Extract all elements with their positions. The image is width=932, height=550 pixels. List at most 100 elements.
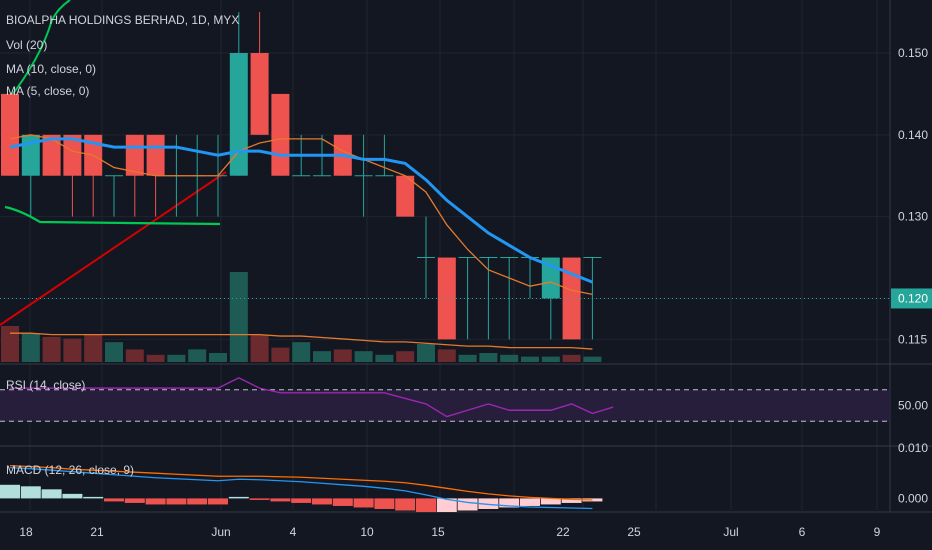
volume-bar — [313, 351, 331, 362]
macd-panel — [0, 464, 603, 513]
macd-histogram-bar — [166, 498, 187, 505]
macd-histogram-bar — [228, 496, 249, 499]
macd-histogram-bar — [478, 498, 499, 509]
ma5-label: MA (5, close, 0) — [6, 84, 89, 98]
macd-histogram-bar — [0, 484, 20, 499]
volume-bar — [583, 356, 602, 362]
volume-bar — [375, 354, 394, 362]
green-curve — [7, 0, 71, 101]
last-price-label: 0.120 — [898, 291, 928, 305]
rsi-line — [10, 377, 614, 418]
moving-averages — [0, 134, 890, 299]
macd-histogram-bar — [374, 498, 395, 509]
macd-histogram-bar — [436, 498, 457, 513]
axes: 0.1500.1400.1300.1200.1150.12050.000.010… — [19, 46, 932, 539]
rsi-tick-label: 50.00 — [898, 399, 928, 413]
last-price-badge — [891, 288, 932, 309]
ma5-line — [9, 134, 593, 296]
x-tick-label: Jul — [723, 525, 738, 539]
candle-body — [396, 175, 415, 217]
volume-bar — [1, 326, 19, 362]
grid — [0, 0, 932, 513]
macd-histogram-bar — [291, 498, 312, 503]
vol-label: Vol (20) — [6, 38, 47, 52]
macd-tick-label: 0.010 — [898, 441, 928, 455]
volume-bar — [396, 351, 415, 362]
volume-bar — [417, 344, 435, 362]
macd-histogram-bar — [208, 498, 228, 505]
macd-histogram-bar — [457, 498, 478, 511]
volume-bar — [125, 349, 144, 362]
macd-histogram-bar — [540, 498, 561, 505]
candle-body — [562, 257, 581, 340]
macd-histogram-bar — [104, 498, 124, 502]
volume-bar — [63, 338, 82, 362]
volume-bar — [292, 342, 311, 362]
macd-histogram-bar — [62, 493, 83, 499]
macd-histogram-bar — [499, 498, 520, 508]
volume-bar — [354, 351, 373, 362]
trendline — [0, 171, 227, 326]
x-tick-label: 6 — [799, 525, 806, 539]
volume-bar — [209, 353, 227, 362]
volume-bar — [541, 356, 560, 362]
volume-bar — [188, 349, 207, 362]
rsi-panel — [0, 377, 890, 422]
rsi-label: RSI (14, close) — [6, 378, 85, 392]
candle-body — [63, 134, 82, 176]
candle-body — [437, 257, 456, 340]
macd-histogram-bar — [520, 498, 540, 506]
volume-bar — [500, 354, 519, 362]
volume-bar — [458, 354, 477, 362]
macd-histogram-bar — [332, 498, 353, 506]
x-tick-label: 25 — [627, 525, 641, 539]
volume-bar — [437, 349, 456, 362]
macd-histogram-bar — [270, 498, 291, 502]
macd-histogram-bar — [20, 486, 41, 499]
volume-bar — [250, 335, 269, 362]
ma10-label: MA (10, close, 0) — [6, 62, 96, 76]
macd-histogram-bar — [395, 498, 416, 511]
rsi-band — [0, 389, 890, 422]
green-level-line — [4, 205, 221, 226]
price-tick-label: 0.140 — [898, 128, 928, 142]
macd-histogram-bar — [249, 498, 270, 500]
volume-bar — [562, 354, 581, 362]
candle-body — [1, 93, 19, 176]
volume-bar — [167, 354, 186, 362]
x-tick-label: 10 — [360, 525, 374, 539]
volume-bar — [21, 333, 40, 362]
volume-bar — [521, 356, 539, 362]
candle-body — [250, 53, 269, 135]
chart-title: BIOALPHA HOLDINGS BERHAD, 1D, MYX — [6, 13, 239, 27]
x-tick-label: 9 — [874, 525, 881, 539]
macd-histogram-bar — [561, 498, 582, 503]
x-tick-label: Jun — [211, 525, 230, 539]
candle-body — [146, 134, 165, 176]
volume-bar — [229, 272, 248, 362]
ma10-line — [9, 137, 593, 284]
macd-histogram-bar — [83, 496, 104, 499]
macd-histogram-bar — [187, 498, 208, 505]
macd-signal-line — [9, 464, 593, 501]
x-tick-label: 18 — [19, 525, 33, 539]
volume-panel — [1, 272, 602, 362]
trendlines — [0, 0, 227, 326]
price-tick-label: 0.115 — [898, 332, 927, 346]
x-tick-label: 15 — [431, 525, 445, 539]
macd-histogram-bar — [41, 489, 62, 499]
macd-line — [9, 467, 593, 510]
volume-ma-line — [10, 332, 593, 350]
macd-histogram-bar — [353, 498, 374, 508]
x-tick-label: 21 — [90, 525, 104, 539]
volume-bar — [333, 349, 352, 362]
x-tick-label: 4 — [290, 525, 297, 539]
price-tick-label: 0.130 — [898, 210, 928, 224]
macd-histogram-bar — [145, 498, 166, 505]
volume-bar — [84, 335, 103, 362]
macd-histogram-bar — [124, 498, 145, 503]
macd-label: MACD (12, 26, close, 9) — [6, 463, 134, 477]
macd-histogram-bar — [312, 498, 332, 505]
volume-bar — [271, 347, 290, 362]
